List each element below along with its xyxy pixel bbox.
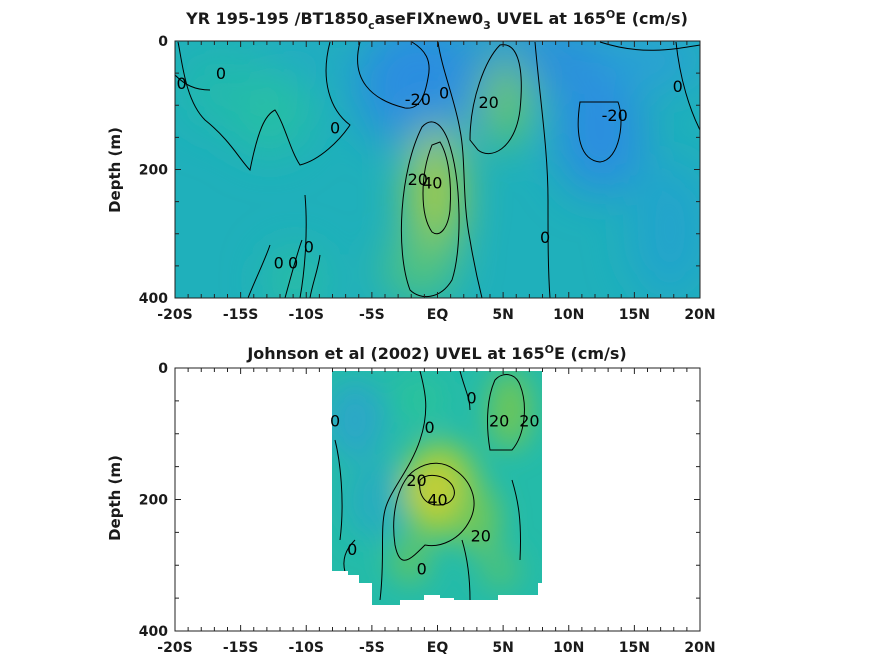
bottom-y-tick-label: 400 (139, 624, 168, 640)
bottom-panel: Johnson et al (2002) UVEL at 165OE (cm/s… (106, 343, 716, 656)
bottom-ylabel: Depth (m) (106, 455, 124, 541)
top-x-tick-label: -10S (289, 307, 324, 323)
bottom-x-tick-label: -10S (289, 640, 324, 656)
bottom-x-tick-label: EQ (427, 640, 449, 656)
top-x-tick-label: EQ (427, 307, 449, 323)
top-contour-label: 0 (439, 83, 449, 102)
bottom-x-tick-label: -5S (359, 640, 385, 656)
bottom-contour-label: 0 (425, 418, 435, 437)
top-contour-label: 0 (330, 119, 340, 138)
top-x-tick-label: 10N (553, 307, 584, 323)
top-x-tick-label: 5N (492, 307, 513, 323)
bottom-x-tick-label: 20N (684, 640, 715, 656)
top-x-tick-label: -15S (223, 307, 258, 323)
bottom-x-tick-label: 10N (553, 640, 584, 656)
bottom-heatmap (332, 371, 542, 605)
bottom-contour-label: 0 (467, 389, 477, 408)
top-contour-label: 0 (274, 254, 284, 273)
bottom-contour-label: 40 (427, 491, 447, 510)
bottom-contour-label: 0 (330, 412, 340, 431)
bottom-title: Johnson et al (2002) UVEL at 165OE (cm/s… (246, 343, 626, 363)
top-contour-label: 0 (540, 228, 550, 247)
top-x-tick-label: 20N (684, 307, 715, 323)
top-x-ticks: -20S -15S -10S -5S EQ 5N 10N 15N 20N (157, 41, 716, 323)
top-contour-label: 40 (422, 173, 442, 192)
top-y-tick-label: 400 (139, 291, 168, 307)
bottom-contour-label: 20 (519, 412, 539, 431)
bottom-x-tick-label: 5N (492, 640, 513, 656)
bottom-x-tick-label: 15N (619, 640, 650, 656)
top-y-tick-label: 0 (158, 34, 168, 50)
top-contour-label: 20 (479, 93, 499, 112)
top-x-tick-label: -5S (359, 307, 385, 323)
top-contour-label: -20 (405, 90, 431, 109)
bottom-contour-label: 20 (471, 527, 491, 546)
bottom-x-ticks: -20S -15S -10S -5S EQ 5N 10N 15N 20N (157, 368, 716, 656)
bottom-x-tick-label: -20S (157, 640, 192, 656)
top-contour-label: 0 (176, 74, 186, 93)
top-heatmap (175, 41, 700, 298)
bottom-x-tick-label: -15S (223, 640, 258, 656)
bottom-contour-label: 20 (406, 471, 426, 490)
top-contour-label: 0 (216, 64, 226, 83)
top-panel: YR 195-195 /BT1850caseFIXnew03 UVEL at 1… (106, 8, 716, 323)
bottom-contour-label: 20 (489, 412, 509, 431)
bottom-contour-label: 0 (417, 560, 427, 579)
top-x-tick-label: 15N (619, 307, 650, 323)
top-contour-label: 0 (288, 254, 298, 273)
top-title: YR 195-195 /BT1850caseFIXnew03 UVEL at 1… (185, 8, 688, 32)
top-contour-label: 20 (408, 170, 428, 189)
top-contour-label: 0 (304, 238, 314, 257)
top-contour-label: -20 (602, 106, 628, 125)
top-contour-label: 0 (673, 77, 683, 96)
bottom-contour-label: 0 (347, 540, 357, 559)
top-x-tick-label: -20S (157, 307, 192, 323)
bottom-y-tick-label: 200 (139, 493, 168, 509)
top-ylabel: Depth (m) (106, 127, 124, 213)
top-y-tick-label: 200 (139, 163, 168, 179)
bottom-y-tick-label: 0 (158, 361, 168, 377)
